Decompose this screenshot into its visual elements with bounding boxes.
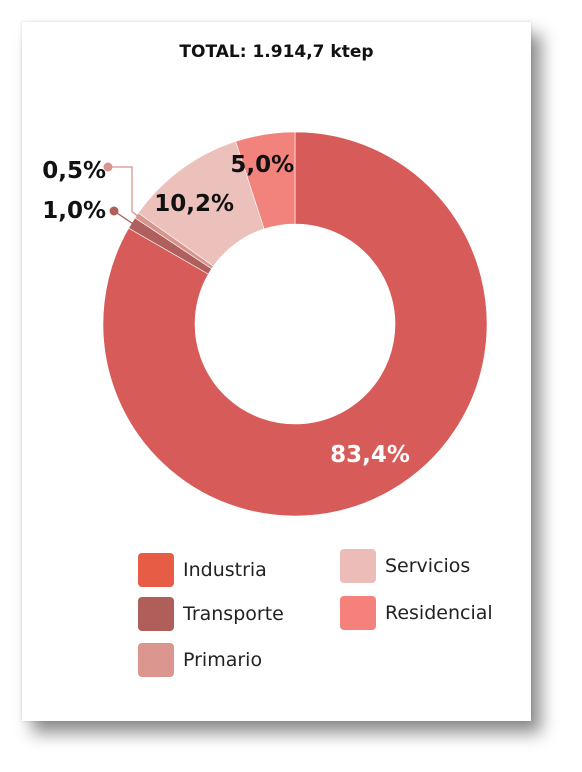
slice-residencial [235, 131, 296, 230]
legend-swatch-residencial [340, 596, 376, 630]
legend-label-transporte: Transporte [183, 603, 284, 625]
donut-chart: 83,4% 1,0% 0,5% 10,2% 5,0% [42, 131, 488, 517]
leader-dot-primario [103, 162, 113, 172]
data-label-servicios: 10,2% [154, 191, 234, 217]
data-label-residencial: 5,0% [230, 152, 294, 178]
legend-label-primario: Primario [183, 649, 263, 671]
slice-industria [102, 131, 488, 517]
leader-dot-transporte [109, 206, 119, 216]
legend-swatch-primario [138, 643, 174, 677]
legend-swatch-servicios [340, 549, 376, 583]
chart-card: TOTAL: 1.914,7 ktep 83,4% 1,0% 0,5% 10,2% 5,… [22, 22, 531, 721]
legend-label-servicios: Servicios [385, 555, 471, 577]
data-label-industria: 83,4% [330, 442, 410, 468]
chart-title: TOTAL: 1.914,7 ktep [179, 42, 374, 62]
data-label-primario: 0,5% [42, 158, 106, 184]
legend-label-industria: Industria [183, 559, 267, 581]
data-label-transporte: 1,0% [42, 198, 106, 224]
legend-swatch-industria [138, 553, 174, 587]
leader-line-primario [108, 166, 139, 218]
legend-swatch-transporte [138, 597, 174, 631]
legend-label-residencial: Residencial [385, 602, 493, 624]
